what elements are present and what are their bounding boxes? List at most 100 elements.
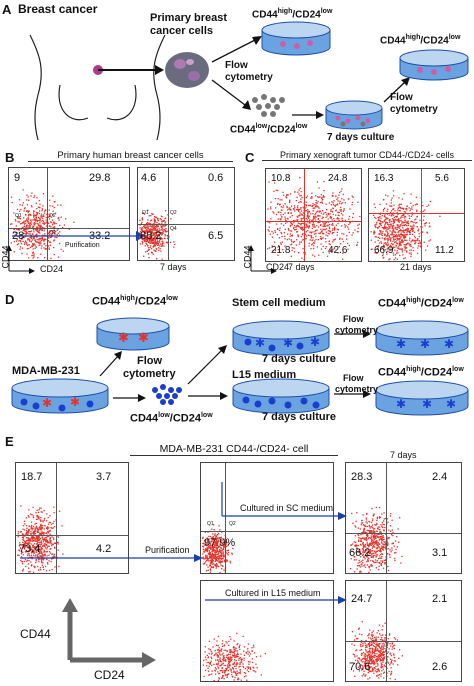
panel-b-title: Primary human breast cancer cells [28, 150, 233, 162]
body-outline [29, 34, 166, 141]
quad-c2-br: 11.2 [435, 245, 454, 256]
quad-e3-tl: 28.3 [351, 471, 373, 483]
gate-b1-q4: Q4 [49, 230, 56, 236]
dish-d-stem: ✱ ✱ ✱ [232, 320, 330, 356]
quad-e4-bl: 70.6 [349, 661, 371, 673]
days-label-c2: 21 days [400, 262, 432, 272]
svg-text:✱: ✱ [422, 397, 432, 411]
svg-text:✱: ✱ [396, 397, 406, 411]
svg-text:✱: ✱ [444, 337, 454, 351]
panel-e-arrows [20, 482, 347, 604]
days-label-e: 7 days [390, 450, 417, 460]
quad-c2-tr: 5.6 [435, 173, 449, 184]
flow-plot-e-bottom [200, 580, 334, 682]
flow-plot-e4: 24.7 2.1 70.6 2.6 [345, 580, 462, 682]
gate-e2-q1: Q1 [207, 521, 214, 527]
svg-text:✱: ✱ [396, 337, 406, 351]
svg-text:✱: ✱ [70, 395, 80, 409]
quad-c2-tl: 16.3 [374, 173, 394, 184]
quad-e3-bl: 66.2 [349, 547, 371, 559]
dish-cd44high-a [261, 21, 331, 56]
svg-text:✱: ✱ [446, 397, 456, 411]
quad-c1-tr: 24.8 [328, 173, 348, 184]
x-axis-c: CD24 [266, 262, 290, 272]
flow-cytometry-d3: Flow cytometry [335, 373, 379, 394]
svg-text:✱: ✱ [118, 330, 129, 345]
gate-e2-q2: Q2 [229, 521, 236, 527]
blue-cell-cluster [152, 384, 182, 405]
flow-plot-e3: 28.3 2.4 66.2 3.1 [345, 462, 462, 574]
panel-c-title: Primary xenograft tumor CD44-/CD24- cell… [262, 150, 472, 161]
quad-c1-tl: 10.8 [271, 173, 291, 184]
dish-culture-a [325, 100, 383, 130]
axis-arrows-e [62, 598, 156, 668]
quad-e4-br: 2.6 [432, 661, 448, 673]
flow-cytometry-a: Flow cytometry [225, 60, 273, 83]
gate-b1-q1: Q1 [15, 213, 22, 219]
l15-medium-label: L15 medium [232, 369, 297, 381]
gray-cell-cluster [252, 94, 285, 117]
axis-arrows-b [6, 245, 35, 274]
quad-e3-tr: 2.4 [432, 471, 448, 483]
quad-e4-tl: 24.7 [351, 593, 373, 605]
breast-cancer-label: Breast cancer [18, 2, 98, 16]
panel-c-letter: C [245, 150, 255, 165]
l15-medium-label-e: Cultured in L15 medium [225, 588, 321, 598]
svg-text:✱: ✱ [420, 337, 430, 351]
sc-medium-label: Cultured in SC medium [240, 503, 334, 513]
flow-plot-c1: 10.8 24.8 21.8 42.6 [265, 168, 362, 262]
flow-cytometry-d: Flow cytometry [123, 355, 176, 380]
cd44high-label-d3: CD44high/CD24low [378, 366, 464, 379]
flow-plot-c2: 16.3 5.6 66.9 11.2 [368, 168, 465, 262]
panel-d-letter: D [5, 292, 15, 307]
y-axis-b: CD44 [0, 245, 11, 269]
svg-text:✱: ✱ [255, 336, 265, 350]
quad-e4-tr: 2.1 [432, 593, 448, 605]
panel-e-letter: E [5, 434, 14, 449]
cd44high-label-a: CD44high/CD24low [252, 8, 333, 21]
primary-cells-label: Primary breast cancer cells [150, 12, 228, 37]
quad-e3-br: 3.1 [432, 547, 448, 559]
flow-plot-e2: Q1 Q2 97.9% [200, 462, 334, 574]
dish-d-right-bottom: ✱ ✱ ✱ [375, 380, 469, 416]
panel-b-letter: B [5, 150, 15, 165]
cd44high-label-a2: CD44high/CD24low [380, 34, 461, 47]
flow-cytometry-a2: Flow cytometry [390, 92, 438, 115]
purification-arrow-b [12, 231, 146, 241]
quad-b2-br: 6.5 [208, 230, 224, 242]
cd44high-label-d2: CD44high/CD24low [378, 297, 464, 310]
quad-b2-tl: 4.6 [141, 172, 157, 184]
quad-b1-tl: 9 [14, 172, 21, 184]
gate-b2-q1: Q1 [142, 210, 149, 216]
panel-a-diagram [29, 21, 469, 141]
quad-e1-tr: 3.7 [96, 471, 112, 483]
quad-e1-bl: 73.4 [19, 543, 41, 555]
purification-label-e: Purification [145, 545, 190, 555]
dish-d-right-top: ✱ ✱ ✱ [375, 320, 469, 356]
culture-label-d2: 7 days culture [262, 411, 336, 423]
quad-b2-tr: 0.6 [208, 172, 224, 184]
svg-text:✱: ✱ [138, 330, 149, 345]
days-label-c1: 7 days [288, 262, 315, 272]
quad-b1-tr: 29.8 [89, 172, 111, 184]
quad-c2-bl: 66.9 [374, 245, 394, 256]
gate-b2-q4: Q4 [170, 226, 177, 232]
cd44low-label-d: CD44low/CD24low [130, 412, 213, 425]
dish-d-mda: ✱ ✱ [11, 378, 109, 414]
y-axis-c: CD44 [242, 245, 253, 269]
culture-label-a: 7 days culture [327, 132, 395, 143]
cell-line-label: MDA-MB-231 [12, 365, 80, 377]
panel-d-diagram: ✱ ✱ ✱ ✱ ✱ ✱ ✱ [11, 317, 469, 416]
panel-e-title: MDA-MB-231 CD44-/CD24- cell [130, 443, 338, 456]
primary-cell-cluster [165, 52, 209, 88]
axis-arrows-c [248, 245, 277, 274]
dish-d-small: ✱ ✱ [96, 317, 170, 351]
days-label-b: 7 days [160, 262, 187, 272]
quad-e1-br: 4.2 [96, 543, 112, 555]
svg-text:✱: ✱ [310, 335, 320, 349]
stem-medium-label: Stem cell medium [232, 297, 326, 309]
y-axis-e: CD44 [20, 627, 51, 641]
dish-d-l15 [232, 378, 330, 414]
gate-b1-q2: Q2 [49, 213, 56, 219]
culture-label-d1: 7 days culture [262, 353, 336, 365]
